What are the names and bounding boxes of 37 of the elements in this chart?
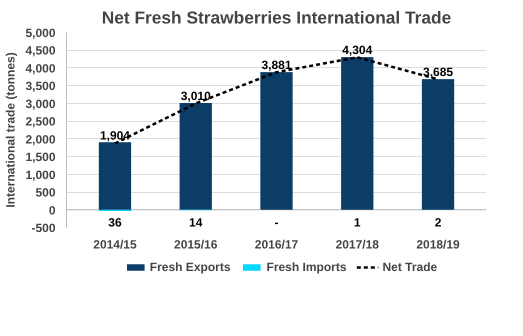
- x-tick-label: 2015/16: [174, 238, 218, 252]
- data-label: 2: [434, 216, 442, 230]
- x-tick-label: 2018/19: [416, 238, 460, 252]
- legend-label: Fresh Imports: [266, 260, 347, 274]
- y-tick-label: -500: [31, 221, 56, 235]
- y-tick-label: 1,000: [25, 168, 56, 182]
- x-tick-label: 2017/18: [336, 238, 380, 252]
- x-tick-label: 2016/17: [254, 238, 299, 252]
- data-label: 36: [108, 216, 122, 230]
- data-label: 1: [354, 216, 361, 230]
- y-tick-label: 0: [48, 203, 56, 218]
- x-tick-label: 2014/15: [93, 238, 137, 252]
- y-axis-title: International trade (tonnes): [3, 52, 18, 208]
- bar: [422, 79, 454, 210]
- y-tick-label: 2,000: [25, 132, 56, 146]
- y-tick-label: 500: [35, 186, 56, 200]
- data-label: 3,881: [261, 58, 292, 72]
- y-tick-label: 4,000: [25, 61, 56, 76]
- bar: [341, 57, 374, 210]
- y-tick-label: 4,500: [25, 44, 56, 58]
- data-label: -: [274, 216, 278, 230]
- data-label: 3,685: [423, 65, 454, 80]
- legend-label: Fresh Exports: [150, 260, 230, 274]
- data-label: 14: [189, 216, 203, 230]
- y-tick-label: 5,000: [25, 26, 56, 40]
- y-tick-label: 2,500: [25, 114, 56, 129]
- y-tick-label: 1,500: [25, 150, 56, 164]
- y-tick-label: 3,500: [25, 79, 56, 94]
- chart-title: Net Fresh Strawberries International Trade: [102, 8, 452, 28]
- data-label: 1,904: [100, 128, 130, 142]
- data-label: 3,010: [180, 89, 212, 104]
- bar: [98, 142, 132, 210]
- data-label: 4,304: [342, 43, 373, 58]
- y-tick-label: 3,000: [25, 96, 56, 111]
- bar: [180, 103, 212, 210]
- bar: [260, 72, 293, 210]
- legend-label: Net Trade: [382, 260, 438, 274]
